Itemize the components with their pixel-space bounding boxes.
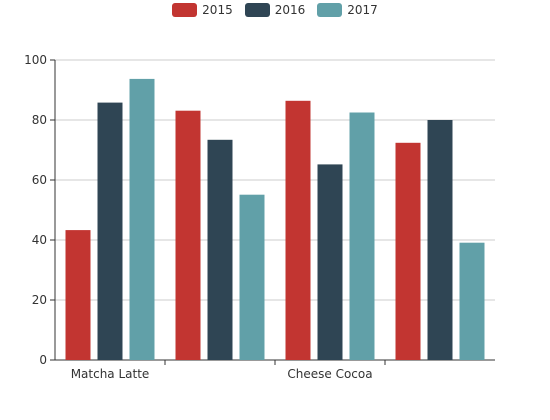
legend-item-2017[interactable]: 2017 (317, 3, 378, 17)
y-tick-label: 40 (32, 233, 47, 247)
bar-2016-0 (97, 102, 123, 360)
bar-2016-3 (427, 120, 453, 360)
legend-label-2015: 2015 (202, 3, 233, 17)
y-tick-label: 100 (24, 53, 47, 67)
bar-2017-2 (349, 112, 375, 360)
bar-2017-1 (239, 194, 265, 360)
legend-swatch-2017 (317, 3, 343, 17)
bar-2016-1 (207, 139, 233, 360)
bar-2015-2 (285, 100, 311, 361)
legend-item-2016[interactable]: 2016 (244, 3, 306, 17)
bar-2015-1 (175, 110, 201, 360)
legend-label-2017: 2017 (347, 3, 378, 17)
x-tick-label: Cheese Cocoa (287, 367, 372, 381)
x-tick-label: Matcha Latte (71, 367, 150, 381)
y-tick-label: 60 (32, 173, 47, 187)
legend-swatch-2015 (172, 3, 198, 17)
chart-legend: 2015 2016 2017 (0, 3, 550, 17)
bar-2017-0 (129, 78, 155, 361)
y-tick-label: 80 (32, 113, 47, 127)
legend-swatch-2016 (244, 3, 270, 17)
bar-2015-0 (65, 230, 91, 360)
bar-2017-3 (459, 242, 485, 360)
legend-label-2016: 2016 (274, 3, 306, 17)
bar-2015-3 (395, 142, 421, 360)
y-tick-label: 20 (32, 293, 47, 307)
bar-2016-2 (317, 164, 343, 360)
legend-item-2015[interactable]: 2015 (172, 3, 233, 17)
y-tick-label: 0 (39, 353, 47, 367)
